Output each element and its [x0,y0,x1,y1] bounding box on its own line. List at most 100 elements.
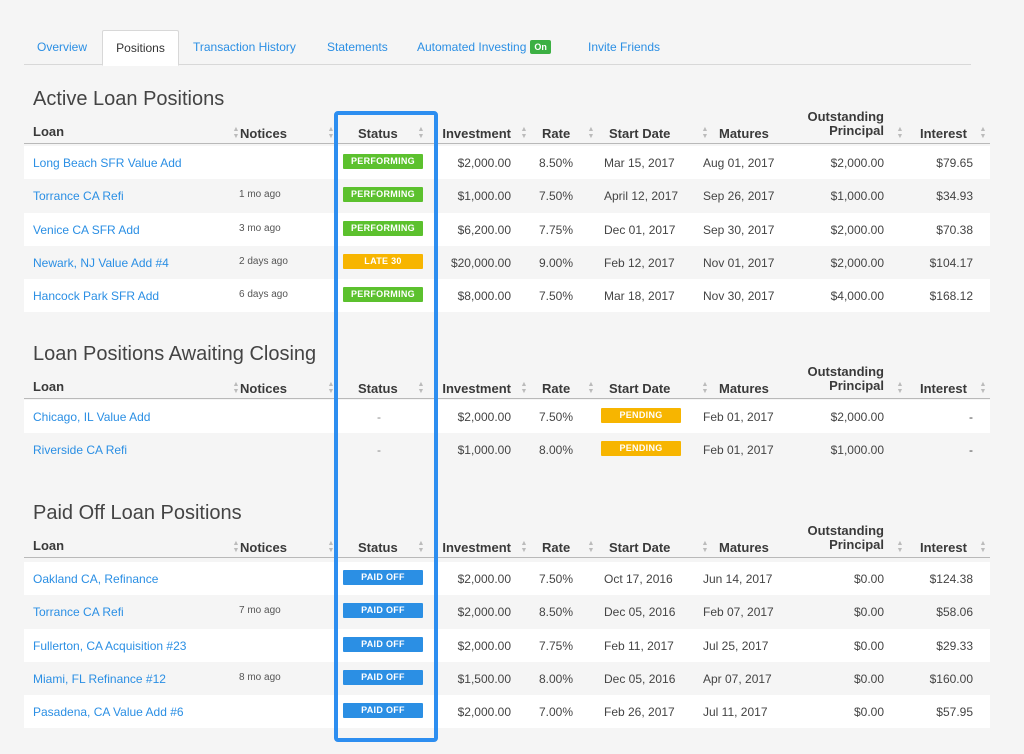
rate-value: 7.00% [538,705,573,720]
tab-automated-investing[interactable]: Automated Investing On [417,30,551,65]
column-rate[interactable]: Rate [542,126,571,141]
table-header: Loan ▲ ▼ Notices ▲ ▼ Status ▲ ▼ Investment ▲ ▼ Rate ▲… [24,516,990,558]
sort-icon[interactable]: ▲ ▼ [232,126,240,140]
tab-positions[interactable]: Positions [102,30,179,66]
column-matures[interactable]: Matures [719,540,769,555]
interest-value: $29.33 [936,638,973,653]
interest-value: $104.17 [929,255,973,270]
sort-icon[interactable]: ▲ ▼ [520,540,528,554]
notice-time: 3 mo ago [239,222,281,234]
column-notices[interactable]: Notices [240,381,287,396]
rate-value: 7.50% [538,189,573,204]
column-start-date[interactable]: Start Date [609,381,671,396]
rate-value: 9.00% [538,255,573,270]
rate-value: 8.00% [538,443,573,458]
sort-icon[interactable]: ▲ ▼ [979,540,987,554]
tab-invite-friends[interactable]: Invite Friends [588,40,661,54]
table-row: Riverside CA Refi - $1,000.00 8.00% PENDING F… [24,433,990,467]
column-investment[interactable]: Investment [442,381,511,396]
sort-icon[interactable]: ▲ ▼ [417,540,425,554]
loan-link[interactable]: Venice CA SFR Add [33,222,140,237]
loan-link[interactable]: Chicago, IL Value Add [33,410,151,424]
notice-time: 8 mo ago [239,671,281,683]
column-status[interactable]: Status [358,540,398,555]
interest-value: $124.38 [929,572,973,586]
column-status[interactable]: Status [358,126,398,141]
sort-icon[interactable]: ▲ ▼ [327,126,335,140]
sort-icon[interactable]: ▲ ▼ [587,540,595,554]
principal-value: $2,000.00 [830,222,884,237]
loan-link[interactable]: Torrance CA Refi [33,189,124,204]
column-outstanding-principal[interactable]: Outstanding Principal [784,110,884,138]
sort-icon[interactable]: ▲ ▼ [896,126,904,140]
table-row: Miami, FL Refinance #12 8 mo ago PAID OFF $… [24,661,990,695]
tab-transaction-history[interactable]: Transaction History [193,40,296,54]
loan-link[interactable]: Newark, NJ Value Add #4 [33,255,169,270]
interest-value: $79.65 [936,156,973,170]
sort-icon[interactable]: ▲ ▼ [417,126,425,140]
column-matures[interactable]: Matures [719,381,769,396]
tab-automated-investing-label: Automated Investing [417,40,527,54]
table-row: Torrance CA Refi 1 mo ago PERFORMING $1,000… [24,179,990,213]
loan-link[interactable]: Hancock Park SFR Add [33,289,160,304]
loan-link[interactable]: Fullerton, CA Acquisition #23 [33,638,187,653]
column-notices[interactable]: Notices [240,126,287,141]
table-row: Venice CA SFR Add 3 mo ago PERFORMING $6,20… [24,212,990,246]
investment-value: $2,000.00 [457,605,511,620]
column-notices[interactable]: Notices [240,540,287,555]
column-principal-label: Principal [829,378,884,393]
principal-value: $2,000.00 [830,255,884,270]
column-rate[interactable]: Rate [542,540,571,555]
sort-icon[interactable]: ▲ ▼ [896,381,904,395]
table-row: Long Beach SFR Value Add PERFORMING $2,000… [24,146,990,179]
status-text: - [377,443,381,458]
sort-icon[interactable]: ▲ ▼ [520,381,528,395]
sort-icon[interactable]: ▲ ▼ [232,381,240,395]
sort-icon[interactable]: ▲ ▼ [896,540,904,554]
sort-icon[interactable]: ▲ ▼ [327,381,335,395]
column-loan[interactable]: Loan [33,124,65,139]
matures-value: Sep 26, 2017 [703,189,775,204]
investment-value: $1,000.00 [457,443,511,458]
sort-icon[interactable]: ▲ ▼ [520,126,528,140]
sort-icon[interactable]: ▲ ▼ [701,126,709,140]
table-row: Pasadena, CA Value Add #6 PAID OFF $2,000.… [24,695,990,729]
sort-icon[interactable]: ▲ ▼ [701,381,709,395]
column-loan[interactable]: Loan [33,538,65,553]
column-status[interactable]: Status [358,381,398,396]
loan-link[interactable]: Long Beach SFR Value Add [33,156,182,170]
loan-link[interactable]: Miami, FL Refinance #12 [33,671,166,686]
status-badge: PERFORMING [343,187,423,203]
sort-icon[interactable]: ▲ ▼ [232,540,240,554]
sort-icon[interactable]: ▲ ▼ [417,381,425,395]
column-investment[interactable]: Investment [442,540,511,555]
sort-icon[interactable]: ▲ ▼ [327,540,335,554]
loan-link[interactable]: Riverside CA Refi [33,443,128,458]
column-loan[interactable]: Loan [33,379,65,394]
sort-icon[interactable]: ▲ ▼ [587,126,595,140]
loan-link[interactable]: Pasadena, CA Value Add #6 [33,705,184,720]
column-outstanding-principal[interactable]: Outstanding Principal [784,524,884,552]
column-interest[interactable]: Interest [920,381,967,396]
sort-icon[interactable]: ▲ ▼ [979,126,987,140]
column-start-date[interactable]: Start Date [609,126,671,141]
tab-statements[interactable]: Statements [327,40,388,54]
principal-value: $1,000.00 [830,189,884,204]
table-row: Fullerton, CA Acquisition #23 PAID OFF $2,… [24,628,990,662]
loan-link[interactable]: Torrance CA Refi [33,605,124,620]
sort-icon[interactable]: ▲ ▼ [979,381,987,395]
column-matures[interactable]: Matures [719,126,769,141]
column-interest[interactable]: Interest [920,126,967,141]
column-interest[interactable]: Interest [920,540,967,555]
sort-icon[interactable]: ▲ ▼ [701,540,709,554]
column-investment[interactable]: Investment [442,126,511,141]
column-principal-label: Principal [829,537,884,552]
table-row: Oakland CA, Refinance PAID OFF $2,000.00 7.… [24,562,990,595]
investment-value: $2,000.00 [457,705,511,720]
column-rate[interactable]: Rate [542,381,571,396]
sort-icon[interactable]: ▲ ▼ [587,381,595,395]
tab-overview[interactable]: Overview [37,40,88,54]
column-start-date[interactable]: Start Date [609,540,671,555]
column-outstanding-principal[interactable]: Outstanding Principal [784,365,884,393]
loan-link[interactable]: Oakland CA, Refinance [33,572,159,586]
